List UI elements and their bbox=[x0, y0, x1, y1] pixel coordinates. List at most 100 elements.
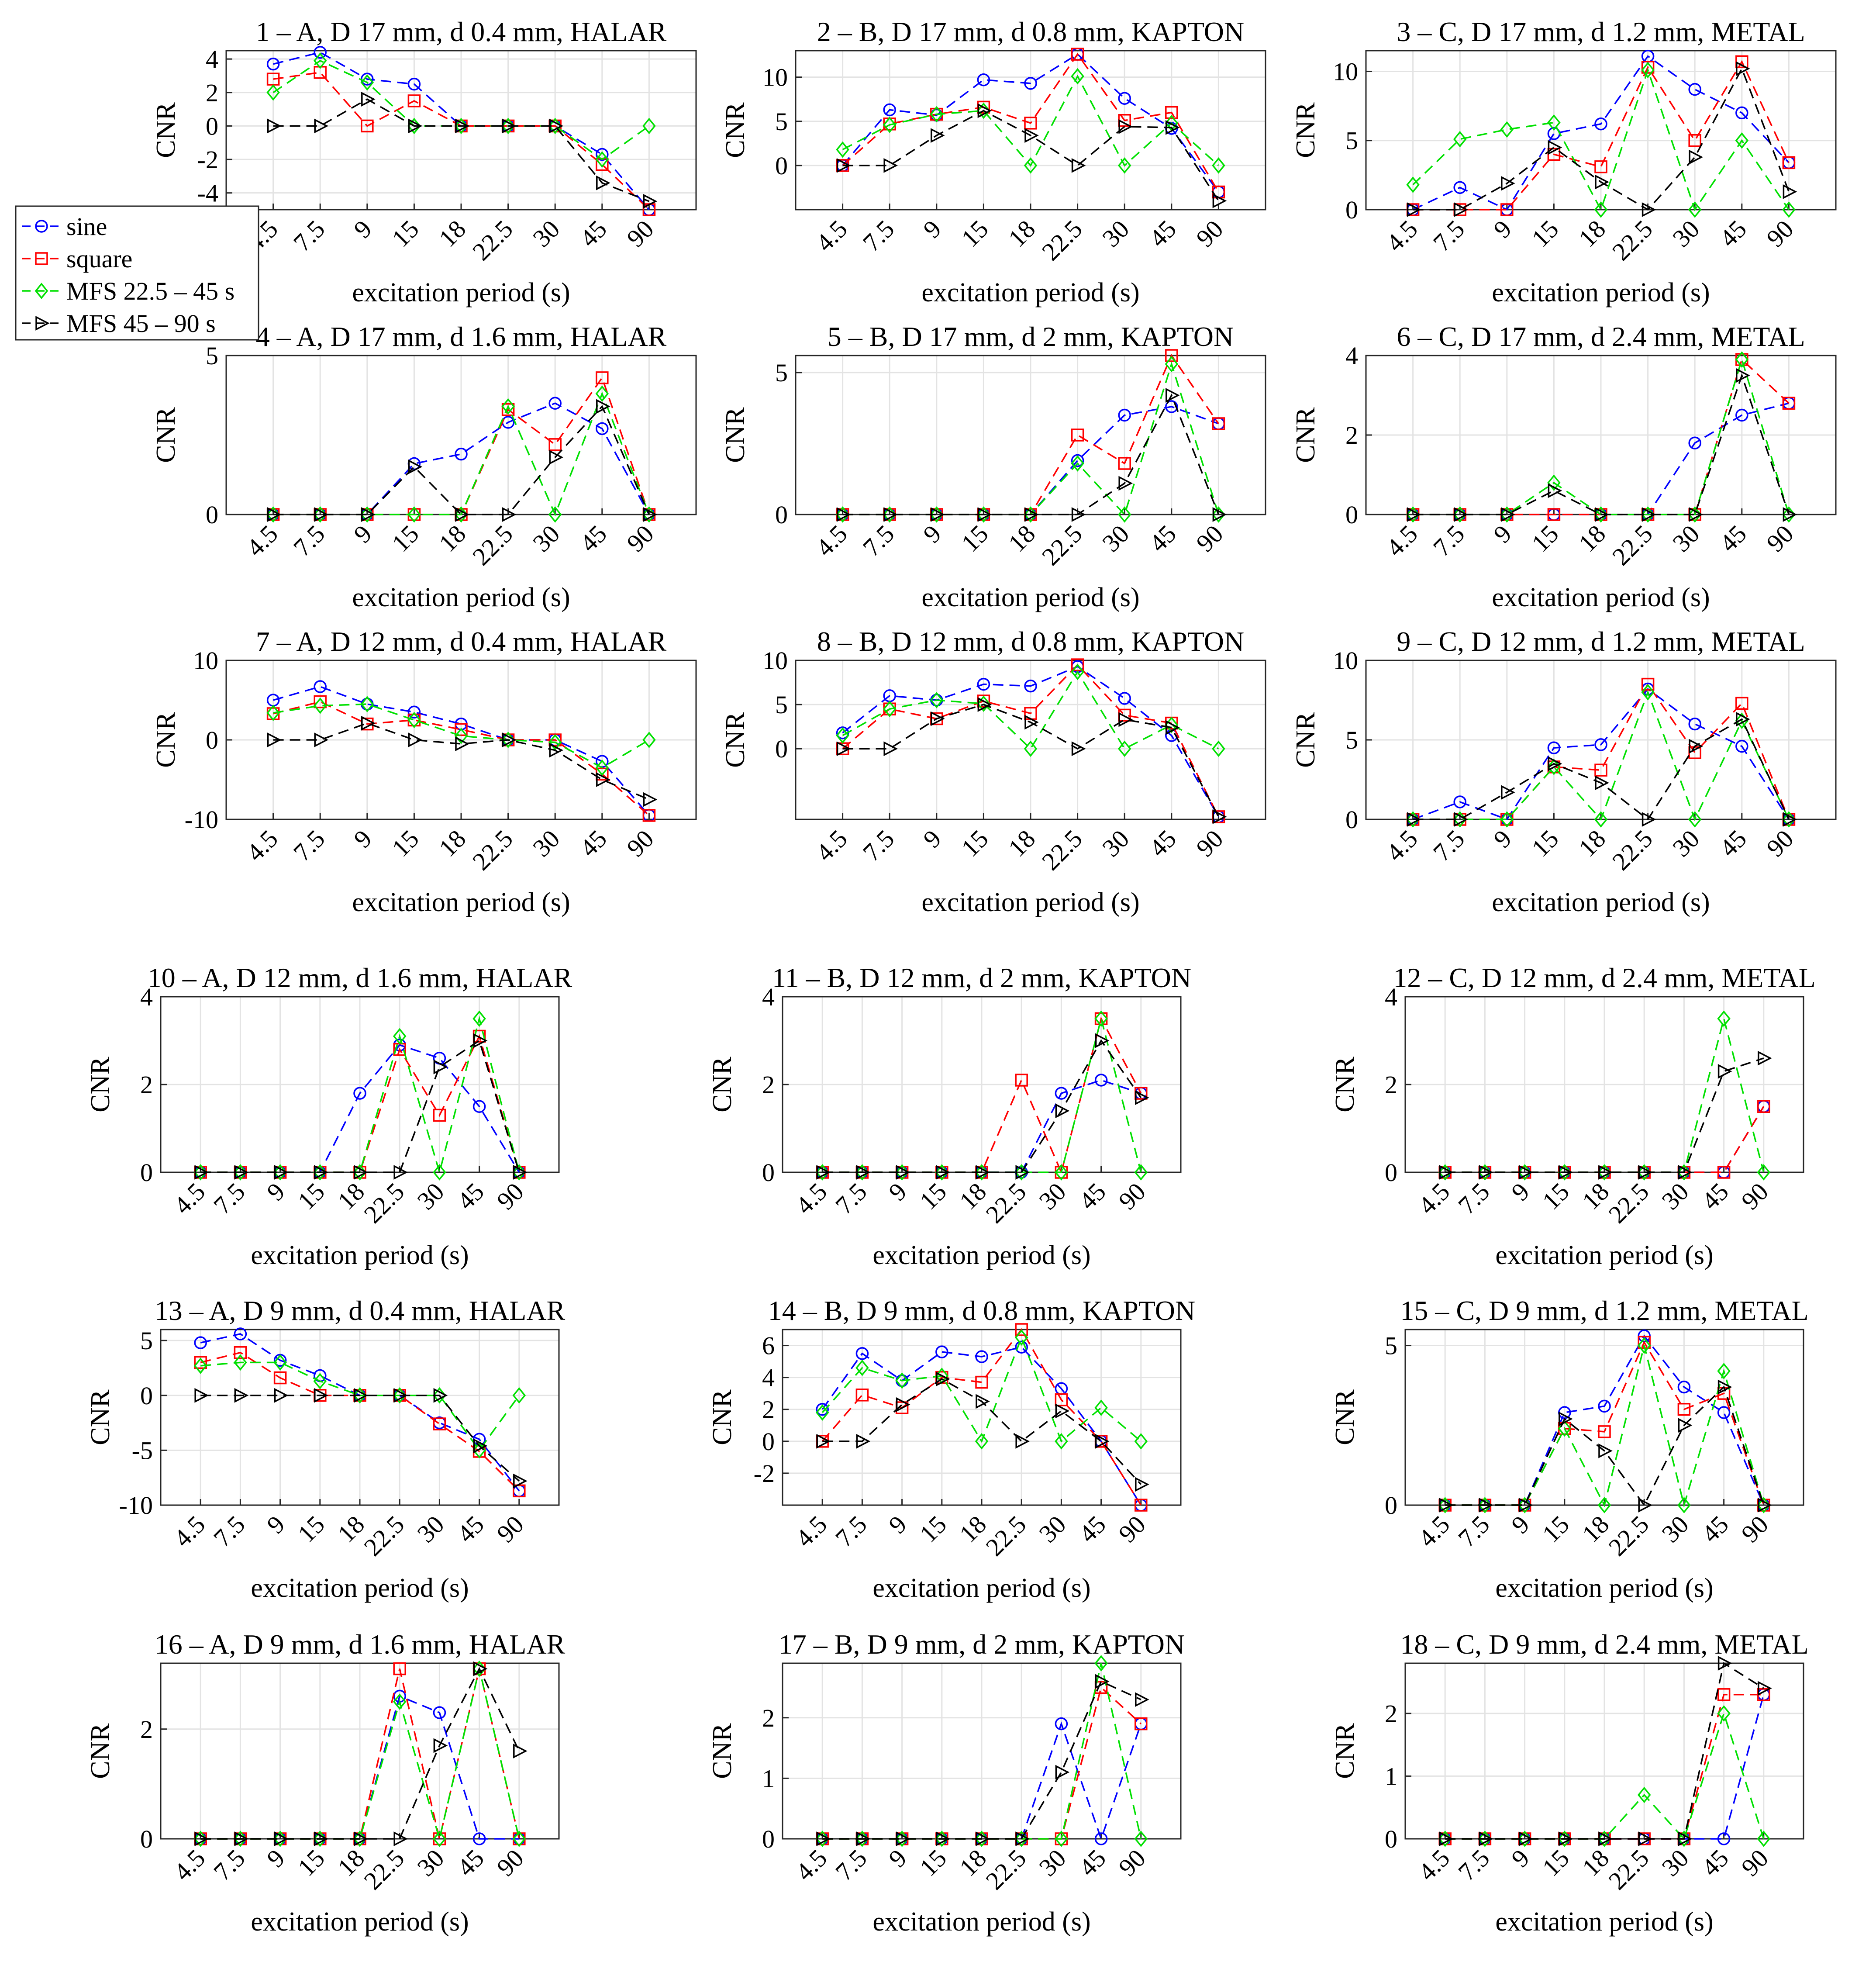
x-tick-label: 22.5 bbox=[467, 519, 518, 571]
data-point bbox=[856, 1165, 871, 1180]
x-tick-label: 90 bbox=[1736, 1510, 1774, 1548]
y-axis-label: CNR bbox=[86, 1723, 115, 1779]
x-tick-label: 22.5 bbox=[1607, 824, 1658, 876]
legend-marker bbox=[34, 283, 48, 299]
x-tick-label: 22.5 bbox=[1036, 824, 1088, 876]
series-line-4 bbox=[1413, 373, 1790, 515]
data-point bbox=[1453, 181, 1466, 194]
data-point bbox=[1598, 1831, 1613, 1846]
data-point bbox=[1438, 1164, 1452, 1181]
x-tick-label: 7.5 bbox=[830, 1510, 872, 1552]
data-point bbox=[1501, 176, 1515, 191]
data-point bbox=[548, 734, 562, 751]
series-line-2 bbox=[842, 53, 1219, 193]
series-line-1 bbox=[821, 1346, 1142, 1506]
series-line-3 bbox=[273, 703, 650, 769]
x-tick-label: 90 bbox=[1761, 214, 1799, 252]
data-point bbox=[1094, 1832, 1108, 1845]
data-point bbox=[234, 1831, 249, 1846]
x-tick-label: 7.5 bbox=[857, 214, 900, 257]
data-point bbox=[1135, 1692, 1149, 1707]
data-point bbox=[1595, 507, 1609, 522]
data-point bbox=[548, 438, 562, 451]
y-tick-label: 0 bbox=[1385, 1825, 1397, 1853]
y-axis-label: CNR bbox=[707, 1723, 737, 1779]
data-point bbox=[1166, 120, 1180, 135]
data-point bbox=[1758, 1498, 1772, 1513]
x-tick-label: 9 bbox=[261, 1177, 290, 1206]
data-point bbox=[549, 450, 564, 465]
y-tick-label: 6 bbox=[762, 1332, 775, 1360]
y-tick-label: 5 bbox=[1385, 1332, 1397, 1360]
data-point bbox=[353, 1387, 367, 1404]
data-point bbox=[1559, 1165, 1573, 1180]
data-point bbox=[1735, 697, 1748, 710]
data-point bbox=[1735, 106, 1748, 120]
x-tick-label: 90 bbox=[1761, 824, 1799, 862]
x-tick-label: 30 bbox=[527, 519, 565, 557]
data-point bbox=[1212, 157, 1225, 174]
series-line-1 bbox=[1412, 55, 1790, 211]
y-axis-label: CNR bbox=[151, 712, 181, 768]
x-tick-label: 30 bbox=[527, 824, 565, 862]
data-point bbox=[1642, 202, 1656, 217]
data-point bbox=[273, 1354, 287, 1371]
series-line-2 bbox=[821, 1328, 1142, 1506]
x-tick-label: 9 bbox=[348, 824, 377, 853]
x-tick-label: 15 bbox=[292, 1844, 330, 1882]
x-tick-label: 4.5 bbox=[168, 1510, 210, 1552]
data-point bbox=[361, 507, 376, 522]
chart-title: 4 – A, D 17 mm, d 1.6 mm, HALAR bbox=[256, 321, 667, 352]
series-line-3 bbox=[273, 391, 650, 517]
x-tick-label: 45 bbox=[574, 214, 612, 252]
x-tick-label: 9 bbox=[883, 1177, 912, 1206]
x-tick-label: 9 bbox=[348, 214, 377, 243]
series-line-4 bbox=[200, 1667, 520, 1840]
data-point bbox=[273, 1371, 287, 1385]
data-point bbox=[895, 1831, 909, 1847]
x-tick-label: 45 bbox=[1696, 1177, 1734, 1215]
chart-title: 7 – A, D 12 mm, d 0.4 mm, HALAR bbox=[256, 626, 667, 657]
data-point bbox=[1015, 1340, 1028, 1354]
data-point bbox=[354, 1831, 368, 1846]
x-tick-label: 4.5 bbox=[168, 1177, 210, 1219]
data-point bbox=[836, 741, 851, 756]
data-point bbox=[361, 715, 376, 731]
data-point bbox=[1094, 1010, 1108, 1027]
y-axis-label: CNR bbox=[1291, 407, 1321, 463]
data-point bbox=[1071, 507, 1086, 522]
data-point bbox=[501, 403, 515, 416]
x-tick-label: 22.5 bbox=[1603, 1844, 1655, 1895]
data-point bbox=[1598, 1165, 1613, 1180]
series-line-3 bbox=[842, 74, 1219, 167]
x-axis-label: excitation period (s) bbox=[872, 1573, 1090, 1603]
x-tick-label: 18 bbox=[433, 519, 471, 557]
legend-box bbox=[15, 205, 259, 341]
data-point bbox=[234, 1346, 247, 1359]
series-line-4 bbox=[842, 393, 1220, 515]
data-point bbox=[1642, 812, 1656, 827]
x-tick-label: 18 bbox=[1003, 519, 1041, 557]
x-tick-label: 30 bbox=[1034, 1844, 1072, 1882]
data-point bbox=[234, 1831, 247, 1847]
y-tick-label: 0 bbox=[775, 735, 788, 763]
x-tick-label: 4.5 bbox=[241, 519, 283, 562]
data-point bbox=[856, 1434, 871, 1449]
data-point bbox=[393, 1693, 407, 1710]
data-point bbox=[273, 1164, 287, 1181]
data-point bbox=[1071, 455, 1084, 472]
y-tick-label: 10 bbox=[1333, 57, 1358, 86]
y-tick-label: 0 bbox=[775, 152, 788, 180]
x-tick-label: 30 bbox=[527, 214, 565, 252]
data-point bbox=[433, 1164, 446, 1181]
data-point bbox=[643, 792, 658, 807]
data-point bbox=[274, 1165, 289, 1180]
x-tick-label: 9 bbox=[1488, 214, 1517, 243]
data-point bbox=[1678, 1418, 1693, 1433]
data-point bbox=[1717, 1363, 1731, 1379]
x-axis-label: excitation period (s) bbox=[1492, 583, 1710, 612]
data-point bbox=[1095, 1033, 1110, 1048]
x-axis-label: excitation period (s) bbox=[921, 888, 1139, 917]
